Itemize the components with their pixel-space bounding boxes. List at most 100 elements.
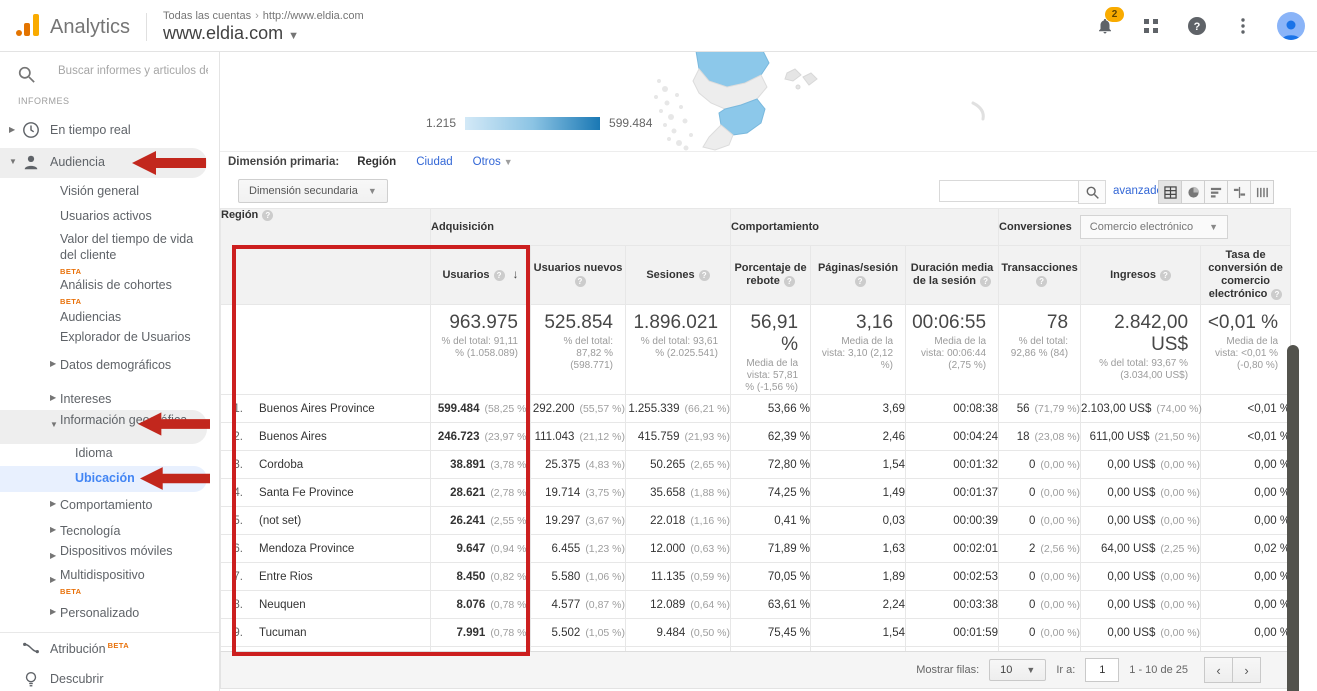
- table-row[interactable]: 7. Entre Rios 8.450 (0,82 %) 5.580 (1,06 %)…: [220, 562, 1292, 591]
- sesiones-cell: 50.265 (2,65 %): [624, 450, 732, 479]
- column-header-tasa[interactable]: Tasa de conversión de comercio electróni…: [1200, 245, 1292, 305]
- sesiones-cell: 1.255.339 (66,21 %): [624, 394, 732, 423]
- help-badge[interactable]: ?: [1036, 276, 1048, 287]
- apps-grid-button[interactable]: [1139, 14, 1163, 38]
- ecommerce-selector[interactable]: Comercio electrónico ▼: [1079, 215, 1229, 239]
- sidebar-search-input[interactable]: [56, 64, 210, 78]
- chevron-right-icon: ▶: [50, 525, 57, 534]
- sidebar-bottom-section: Atribución BETA Descubrir: [0, 632, 219, 691]
- view-toggle-pivot[interactable]: [1251, 180, 1274, 204]
- column-header-duracion[interactable]: Duración media de la sesión?: [905, 245, 1000, 305]
- prev-page-button[interactable]: ‹: [1204, 657, 1233, 683]
- column-header-ingresos[interactable]: Ingresos?: [1080, 245, 1202, 305]
- table-row[interactable]: 9. Tucuman 7.991 (0,78 %) 5.502 (1,05 %) 9.…: [220, 618, 1292, 647]
- svg-text:?: ?: [1194, 21, 1201, 33]
- help-badge[interactable]: ?: [854, 276, 866, 287]
- usuarios-cell: 8.450 (0,82 %): [430, 562, 531, 591]
- duracion-cell: 00:08:38: [905, 394, 1000, 423]
- region-cell[interactable]: 1. Buenos Aires Province: [220, 394, 431, 423]
- table-search-button[interactable]: [1078, 180, 1106, 204]
- help-badge[interactable]: ?: [574, 276, 586, 287]
- column-header-usuarios-nuevos[interactable]: Usuarios nuevos?: [530, 245, 626, 305]
- help-badge[interactable]: ?: [1159, 269, 1171, 281]
- help-badge[interactable]: ?: [262, 210, 274, 221]
- help-badge[interactable]: ?: [783, 276, 795, 287]
- bell-icon: [1099, 18, 1111, 33]
- secondary-dimension-button[interactable]: Dimensión secundaria ▼: [238, 179, 388, 203]
- table-row[interactable]: 2. Buenos Aires 246.723 (23,97 %) 111.043(…: [220, 422, 1292, 451]
- ingresos-cell: 0,00 US$ (0,00 %): [1080, 562, 1202, 591]
- transacciones-cell: 18 (23,08 %): [998, 422, 1082, 451]
- column-header-region[interactable]: Región?: [220, 208, 431, 305]
- kebab-menu-icon: [1241, 17, 1245, 34]
- chevron-down-icon: ▼: [1209, 222, 1219, 232]
- attribution-icon: [22, 639, 40, 660]
- next-page-button[interactable]: ›: [1233, 657, 1261, 683]
- view-toggle-percentage[interactable]: [1182, 180, 1205, 204]
- region-cell[interactable]: 7. Entre Rios: [220, 562, 431, 591]
- region-cell[interactable]: 3. Cordoba: [220, 450, 431, 479]
- table-row[interactable]: 3. Cordoba 38.891 (3,78 %) 25.375 (4,83 %) …: [220, 450, 1292, 479]
- column-header-usuarios[interactable]: Usuarios? ↓: [430, 245, 531, 305]
- chevron-down-icon: ▼: [288, 30, 299, 42]
- region-cell[interactable]: 9. Tucuman: [220, 618, 431, 647]
- usuarios-cell: 246.723 (23,97 %): [430, 422, 531, 451]
- view-toggle-performance[interactable]: [1205, 180, 1228, 204]
- help-badge[interactable]: ?: [493, 270, 505, 281]
- transacciones-cell: 0 (0,00 %): [998, 506, 1082, 535]
- table-row[interactable]: 1. Buenos Aires Province 599.484 (58,25 %)…: [220, 394, 1292, 423]
- table-search-input[interactable]: [939, 180, 1078, 202]
- sidebar-search[interactable]: [0, 61, 219, 91]
- search-icon: [18, 66, 35, 83]
- duracion-cell: 00:00:39: [905, 506, 1000, 535]
- column-header-sesiones[interactable]: Sesiones?: [624, 245, 732, 305]
- chevron-down-icon: ▼: [50, 420, 58, 429]
- dimension-option-region[interactable]: Región: [357, 156, 397, 168]
- table-row[interactable]: 5. (not set) 26.241 (2,55 %) 19.297 (3,67 %…: [220, 506, 1292, 535]
- usuarios-cell: 38.891 (3,78 %): [430, 450, 531, 479]
- region-cell[interactable]: 2. Buenos Aires: [220, 422, 431, 451]
- person-icon: [22, 153, 40, 174]
- help-badge[interactable]: ?: [980, 276, 992, 287]
- rebote-cell: 0,41 %: [730, 506, 812, 535]
- rebote-cell: 70,05 %: [730, 562, 812, 591]
- table-row[interactable]: 8. Neuquen 8.076 (0,78 %) 4.577 (0,87 %) 12…: [220, 590, 1292, 619]
- region-cell[interactable]: 4. Santa Fe Province: [220, 478, 431, 507]
- table-row[interactable]: 4. Santa Fe Province 28.621 (2,78 %) 19.71…: [220, 478, 1292, 507]
- help-badge[interactable]: ?: [1271, 289, 1283, 300]
- paginas-cell: 1,54: [810, 450, 907, 479]
- property-title[interactable]: www.eldia.com ▼: [163, 23, 299, 43]
- help-badge[interactable]: ?: [698, 269, 710, 281]
- region-cell[interactable]: 5. (not set): [220, 506, 431, 535]
- help-button[interactable]: ?: [1185, 14, 1209, 38]
- column-header-paginas[interactable]: Páginas/sesión?: [810, 245, 907, 305]
- goto-page-input[interactable]: [1085, 658, 1120, 682]
- view-toggle-comparison[interactable]: [1228, 180, 1251, 204]
- column-header-transacciones[interactable]: Transacciones?: [998, 245, 1082, 305]
- goto-label: Ir a:: [1056, 664, 1076, 676]
- dimension-option-otros[interactable]: Otros ▼: [472, 156, 513, 168]
- rebote-cell: 62,39 %: [730, 422, 812, 451]
- view-toggle-data[interactable]: [1158, 180, 1182, 204]
- rows-per-page-select[interactable]: 10 ▼: [989, 659, 1047, 681]
- avatar[interactable]: [1277, 11, 1305, 40]
- column-header-rebote[interactable]: Porcentaje de rebote?: [730, 245, 812, 305]
- table-row[interactable]: 6. Mendoza Province 9.647 (0,94 %) 6.455 (1…: [220, 534, 1292, 563]
- duracion-cell: 00:01:32: [905, 450, 1000, 479]
- usuarios-cell: 8.076 (0,78 %): [430, 590, 531, 619]
- sort-descending-icon: ↓: [512, 267, 519, 281]
- kebab-menu-button[interactable]: [1231, 14, 1255, 38]
- vertical-scrollbar-thumb[interactable]: [1287, 345, 1299, 691]
- advanced-link[interactable]: avanzado: [1113, 185, 1163, 197]
- dimension-option-ciudad[interactable]: Ciudad: [416, 156, 453, 168]
- notifications-button[interactable]: 2: [1093, 6, 1124, 38]
- search-icon: [1086, 186, 1099, 199]
- breadcrumb[interactable]: Todas las cuentas › http://www.eldia.com: [163, 10, 364, 22]
- paginas-cell: 1,63: [810, 534, 907, 563]
- apps-grid-icon: [1144, 18, 1158, 33]
- region-cell[interactable]: 8. Neuquen: [220, 590, 431, 619]
- paginas-cell: 3,69: [810, 394, 907, 423]
- region-cell[interactable]: 6. Mendoza Province: [220, 534, 431, 563]
- ingresos-cell: 64,00 US$(2,25 %): [1080, 534, 1202, 563]
